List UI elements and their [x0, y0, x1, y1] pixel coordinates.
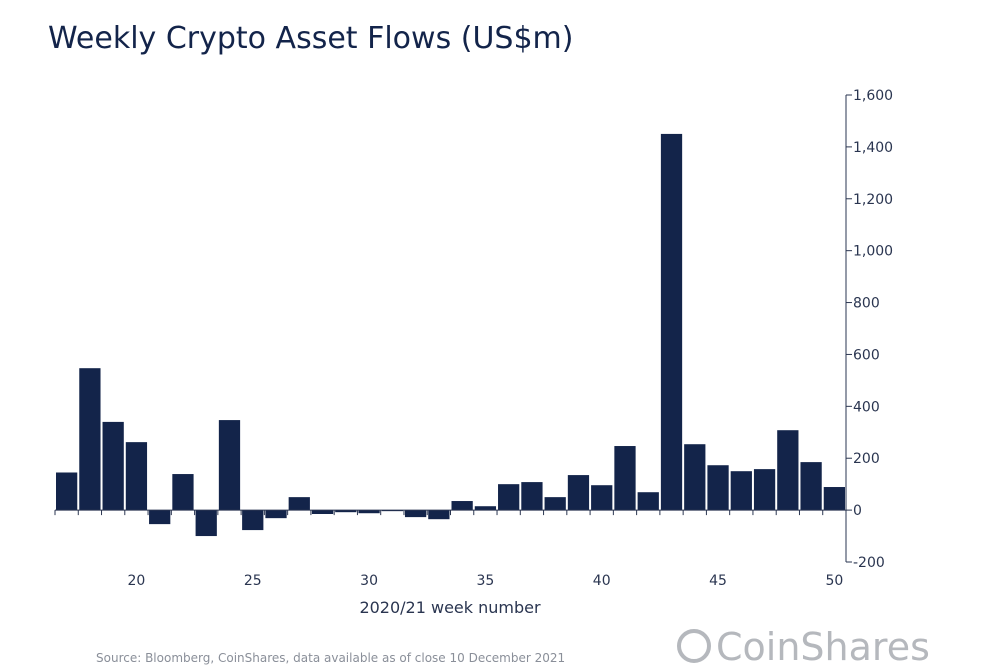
bar-week-45 [707, 465, 729, 511]
bar-week-30 [358, 510, 380, 514]
bars [56, 133, 845, 537]
y-tick-label: 0 [853, 503, 862, 519]
bar-week-21 [149, 510, 171, 525]
bar-week-25 [242, 510, 264, 531]
bar-week-37 [521, 482, 543, 511]
bar-week-31 [381, 510, 403, 512]
source-note: Source: Bloomberg, CoinShares, data avai… [96, 651, 565, 665]
bar-week-29 [335, 510, 357, 513]
x-tick-label: 35 [476, 573, 494, 589]
bar-week-17 [56, 472, 78, 511]
x-tick-label: 40 [593, 573, 611, 589]
bar-week-49 [800, 462, 822, 511]
x-tick-label: 25 [244, 573, 262, 589]
y-tick-label: 800 [853, 296, 880, 312]
bar-week-28 [311, 510, 334, 515]
bar-week-18 [79, 368, 101, 511]
bar-week-23 [195, 510, 217, 537]
coinshares-logo: CoinShares [677, 625, 930, 667]
logo-text: CoinShares [716, 625, 930, 667]
bar-week-40 [591, 485, 613, 511]
x-tick-label: 50 [825, 573, 843, 589]
bar-week-33 [428, 510, 450, 520]
y-tick-label: -200 [853, 555, 885, 571]
x-tick-label: 45 [709, 573, 727, 589]
x-tick-label: 20 [128, 573, 146, 589]
bar-week-19 [102, 421, 124, 511]
bar-week-22 [172, 474, 194, 511]
y-tick-label: 400 [853, 399, 880, 415]
bar-week-36 [498, 484, 520, 511]
bar-week-48 [777, 430, 799, 511]
y-tick-label: 1,400 [853, 140, 893, 156]
bar-week-41 [614, 446, 636, 511]
logo-mark-icon [677, 629, 711, 663]
bar-week-42 [637, 492, 659, 511]
bar-week-32 [404, 510, 427, 518]
y-tick-label: 200 [853, 451, 880, 467]
x-axis-title: 2020/21 week number [359, 598, 541, 617]
bar-week-34 [451, 501, 473, 511]
bar-week-46 [730, 471, 752, 511]
bar-week-43 [660, 133, 683, 511]
x-axis: 20 25 30 35 40 45 50 [54, 509, 847, 589]
bar-week-20 [125, 442, 148, 511]
y-tick-label: 1,600 [853, 88, 893, 104]
bar-week-39 [567, 475, 590, 511]
bar-week-24 [218, 420, 241, 511]
bar-week-35 [474, 506, 497, 511]
bar-week-26 [265, 510, 287, 519]
bar-week-47 [753, 469, 776, 511]
bar-week-44 [684, 444, 706, 511]
y-tick-label: 1,200 [853, 192, 893, 208]
bar-week-50 [823, 487, 845, 511]
y-axis: -200 0 200 400 600 800 1,000 1,200 1,400 1,600 [845, 88, 893, 571]
bar-week-38 [544, 497, 566, 511]
chart-title: Weekly Crypto Asset Flows (US$m) [48, 21, 573, 56]
bar-week-27 [288, 497, 310, 511]
y-tick-label: 600 [853, 347, 880, 363]
y-tick-label: 1,000 [853, 244, 893, 260]
x-tick-label: 30 [360, 573, 378, 589]
